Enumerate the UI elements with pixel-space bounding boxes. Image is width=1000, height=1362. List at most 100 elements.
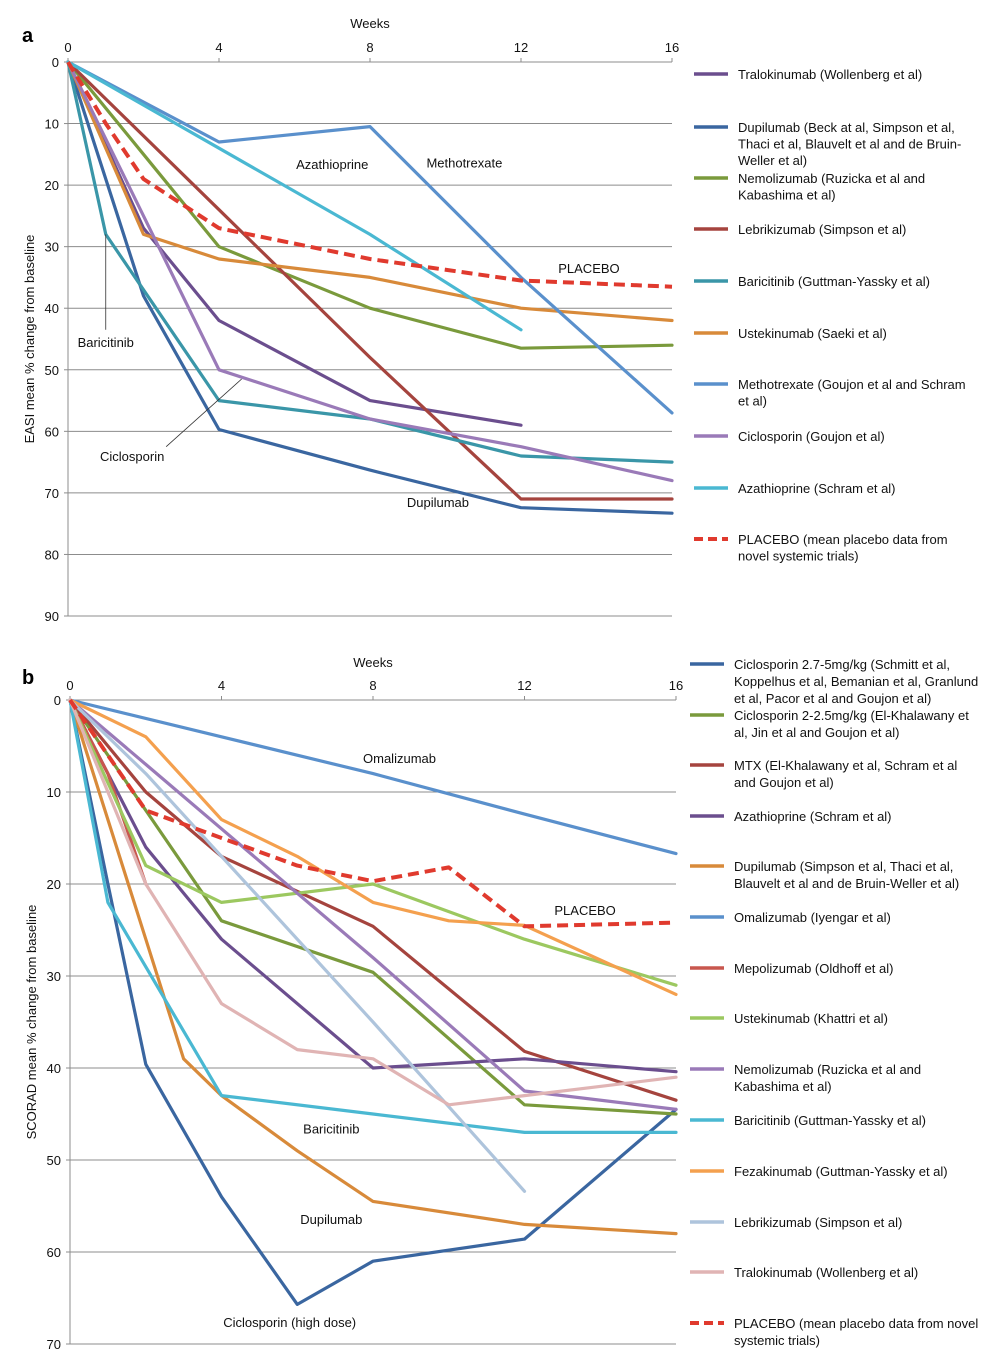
legend-label: MTX (El-Khalawany et al, Schram et al [734,758,957,773]
legend-item: Nemolizumab (Ruzicka et al and Kabashima … [694,171,925,203]
legend-item: Lebrikizumab (Simpson et al) [690,1215,902,1230]
legend-label: Lebrikizumab (Simpson et al) [738,222,906,237]
series-line [68,698,527,1193]
legend: Tralokinumab (Wollenberg et al) Dupilumab… [694,67,966,564]
legend-label: Fezakinumab (Guttman-Yassky et al) [734,1164,948,1179]
series-annotation: Baricitinib [78,335,134,350]
legend-label: Mepolizumab (Oldhoff et al) [734,961,893,976]
series-line [66,60,673,289]
legend-label: Blauvelt et al and de Bruin-Weller et al… [734,876,959,891]
series-line [66,60,674,483]
legend-label: Baricitinib (Guttman-Yassky et al) [738,274,930,289]
legend-label: novel systemic trials) [738,549,859,564]
legend-label: Tralokinumab (Wollenberg et al) [734,1265,918,1280]
legend-item: Lebrikizumab (Simpson et al) [694,222,906,237]
legend-label: Ciclosporin 2.7-5mg/kg (Schmitt et al, [734,657,950,672]
y-tick-label: 30 [47,969,61,984]
legend-label: Methotrexate (Goujon et al and Schram [738,377,966,392]
legend-label: Omalizumab (Iyengar et al) [734,910,891,925]
legend-label: Lebrikizumab (Simpson et al) [734,1215,902,1230]
x-tick-label: 4 [215,40,222,55]
x-axis-title: Weeks [353,655,393,670]
series-line [68,698,678,996]
series-annotation: Baricitinib [303,1122,359,1137]
legend-label: et al, Pacor et al and Goujon et al) [734,691,931,706]
x-tick-label: 0 [66,678,73,693]
y-tick-label: 90 [45,609,59,624]
x-tick-label: 8 [366,40,373,55]
leader-line [165,378,242,448]
legend-item: Azathioprine (Schram et al) [694,481,896,496]
x-tick-label: 8 [369,678,376,693]
legend-item: Fezakinumab (Guttman-Yassky et al) [690,1164,948,1179]
y-axis-title: SCORAD mean % change from baseline [24,905,39,1140]
legend-item: MTX (El-Khalawany et al, Schram et al and… [690,758,957,790]
legend-label: Tralokinumab (Wollenberg et al) [738,67,922,82]
legend-label: Azathioprine (Schram et al) [734,809,892,824]
series-annotation: Ciclosporin (high dose) [223,1315,356,1330]
chart-panel-a: a 0 4 8 12 16 0 10 20 30 40 50 60 70 80 90 Weeks EASI mea… [22,16,966,624]
series-annotation: Azathioprine [296,157,368,172]
x-tick-label: 4 [218,678,225,693]
x-tick-label: 12 [517,678,531,693]
legend-item: Dupilumab (Beck at al, Simpson et al, Tha… [694,120,961,168]
legend-item: PLACEBO (mean placebo data from novel sys… [690,1316,978,1348]
series-annotation: Omalizumab [363,751,436,766]
series-line [66,60,674,515]
legend-label: Ciclosporin (Goujon et al) [738,429,885,444]
legend-label: Thaci et al, Blauvelt et al and de Bruin… [738,137,961,152]
series-line [68,698,678,1107]
y-tick-label: 0 [54,693,61,708]
series-annotation: PLACEBO [558,261,619,276]
legend-item: PLACEBO (mean placebo data from novel sys… [694,532,948,564]
y-tick-label: 10 [47,785,61,800]
legend-label: Ustekinumab (Saeki et al) [738,326,887,341]
series-line [68,698,678,1134]
series-line [68,698,677,929]
y-tick-label: 20 [45,178,59,193]
legend-label: systemic trials) [734,1333,820,1348]
x-tick-label: 16 [665,40,679,55]
legend-label: Kabashima et al) [734,1079,832,1094]
legend-item: Ciclosporin 2-2.5mg/kg (El-Khalawany et a… [690,708,969,740]
series-annotation: Methotrexate [426,155,502,170]
legend-label: Kabashima et al) [738,188,836,203]
y-tick-label: 20 [47,877,61,892]
series-annotation: Ciclosporin [100,449,164,464]
y-tick-label: 30 [45,240,59,255]
legend-label: Nemolizumab (Ruzicka et al and [738,171,925,186]
legend-label: Ciclosporin 2-2.5mg/kg (El-Khalawany et [734,708,969,723]
legend-label: PLACEBO (mean placebo data from novel [734,1316,978,1331]
legend-item: Ustekinumab (Khattri et al) [690,1011,888,1026]
legend-item: Ciclosporin 2.7-5mg/kg (Schmitt et al, Ko… [690,657,978,706]
legend-label: Koppelhus et al, Bemanian et al, Granlun… [734,674,978,689]
y-tick-label: 60 [45,424,59,439]
y-tick-label: 50 [47,1153,61,1168]
legend-item: Ciclosporin (Goujon et al) [694,429,885,444]
legend-item: Dupilumab (Simpson et al, Thaci et al, Bl… [690,859,959,891]
y-tick-label: 60 [47,1245,61,1260]
series-line [66,60,674,501]
legend-item: Ustekinumab (Saeki et al) [694,326,887,341]
x-tick-label: 12 [514,40,528,55]
chart-panel-b: b 0 4 8 12 16 0 10 20 30 40 50 60 70 Weeks SCORAD mean … [22,655,978,1352]
series-annotation: PLACEBO [554,903,615,918]
series-line [66,60,523,427]
panel-letter: a [22,25,34,47]
series-line [66,60,674,350]
legend-item: Azathioprine (Schram et al) [690,809,892,824]
legend-label: Nemolizumab (Ruzicka et al and [734,1062,921,1077]
series-annotation: Dupilumab [407,495,469,510]
legend-item: Tralokinumab (Wollenberg et al) [694,67,922,82]
series-line [68,698,678,1236]
series-line [68,698,678,856]
legend-label: Ustekinumab (Khattri et al) [734,1011,888,1026]
legend-item: Omalizumab (Iyengar et al) [690,910,891,925]
legend-item: Mepolizumab (Oldhoff et al) [690,961,893,976]
x-tick-label: 0 [64,40,71,55]
legend-item: Methotrexate (Goujon et al and Schram et … [694,377,966,409]
y-tick-label: 80 [45,547,59,562]
legend-item: Baricitinib (Guttman-Yassky et al) [694,274,930,289]
legend-label: Dupilumab (Beck at al, Simpson et al, [738,120,955,135]
